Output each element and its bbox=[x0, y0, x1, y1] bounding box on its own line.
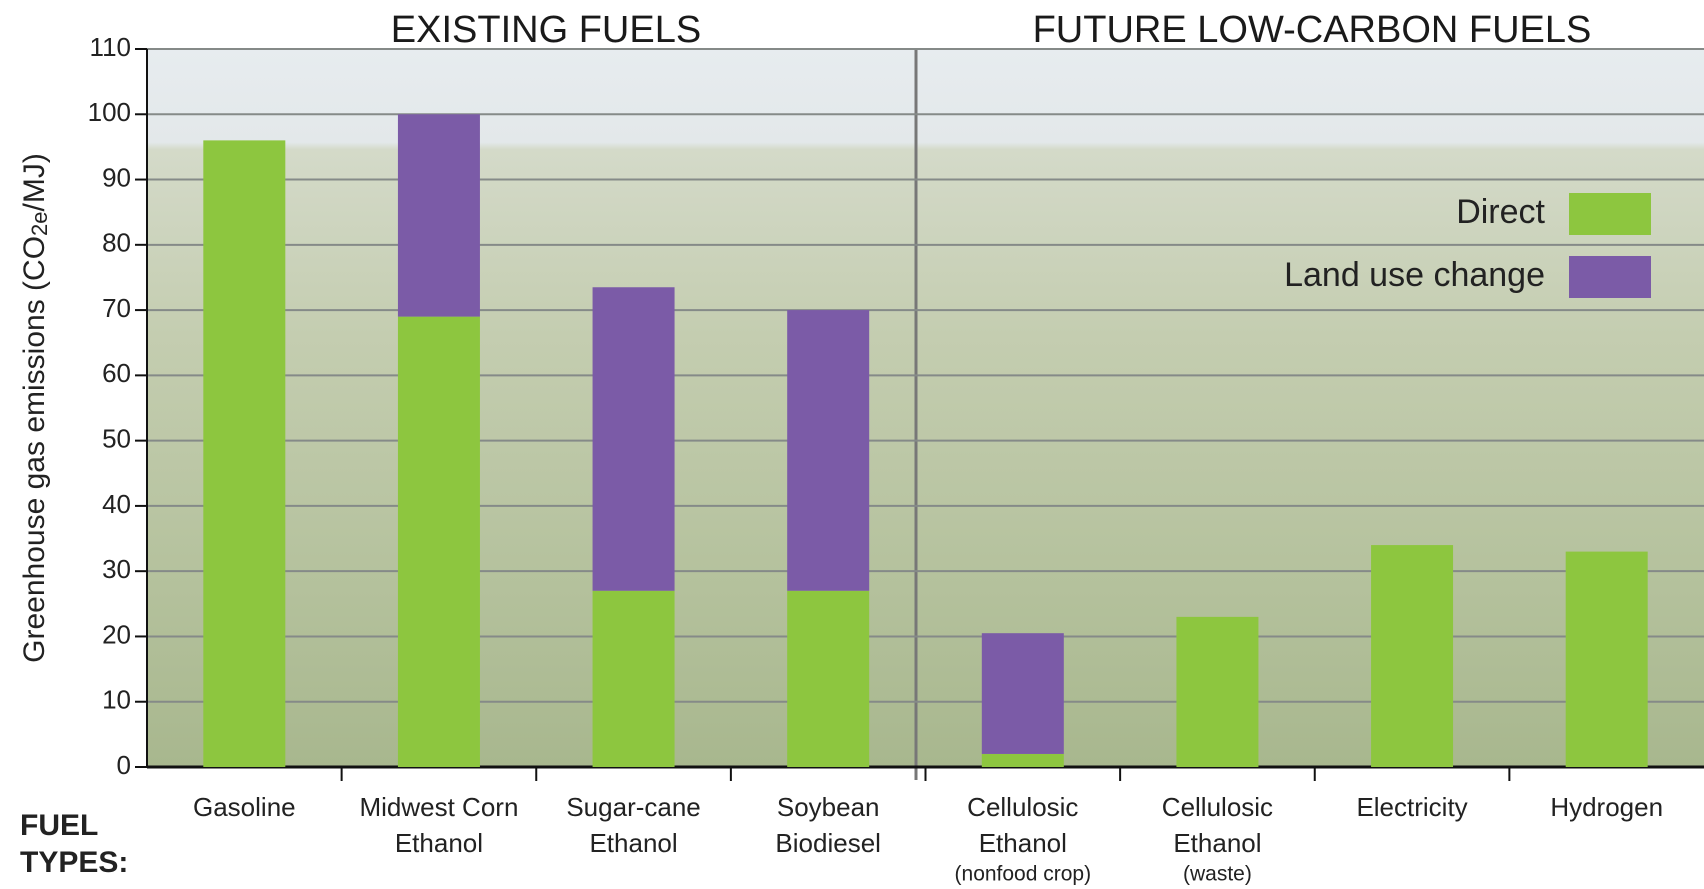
bar-segment bbox=[398, 114, 480, 316]
y-tick-label: 10 bbox=[102, 685, 131, 715]
y-label-part: Greenhouse gas emissions (CO bbox=[18, 236, 51, 663]
bar-segment bbox=[1566, 552, 1648, 767]
background-photo bbox=[147, 49, 1704, 767]
x-label: TYPES: bbox=[20, 846, 128, 879]
x-tick-label: Ethanol bbox=[395, 828, 483, 858]
y-tick-label: 110 bbox=[90, 32, 131, 62]
y-tick-label: 30 bbox=[102, 554, 131, 584]
y-tick-label: 60 bbox=[102, 358, 131, 388]
x-tick-note: (nonfood crop) bbox=[955, 863, 1092, 886]
bar-segment bbox=[203, 140, 285, 767]
x-tick-label: Biodiesel bbox=[775, 828, 881, 858]
y-tick-label: 90 bbox=[102, 162, 131, 192]
x-tick-label: Ethanol bbox=[1173, 828, 1261, 858]
legend-swatch bbox=[1569, 193, 1651, 235]
x-tick-label: Sugar-cane bbox=[566, 792, 700, 822]
y-label: Greenhouse gas emissions (CO2e/MJ) bbox=[18, 153, 52, 663]
x-tick-label: Gasoline bbox=[193, 792, 296, 822]
legend-label: Land use change bbox=[1284, 256, 1545, 294]
x-tick-label: Hydrogen bbox=[1550, 792, 1663, 822]
bar-segment bbox=[1371, 545, 1453, 767]
bar-segment bbox=[593, 287, 675, 591]
bar-segment bbox=[398, 317, 480, 767]
x-tick-label: Ethanol bbox=[589, 828, 677, 858]
x-tick-label: Ethanol bbox=[979, 828, 1067, 858]
legend-swatch bbox=[1569, 256, 1651, 298]
y-tick-label: 20 bbox=[102, 619, 131, 649]
legend-label: Direct bbox=[1456, 193, 1545, 231]
bar-segment bbox=[787, 591, 869, 767]
bar-segment bbox=[982, 754, 1064, 767]
y-tick-label: 80 bbox=[102, 228, 131, 258]
x-tick-label: Soybean bbox=[777, 792, 880, 822]
x-tick-label: Cellulosic bbox=[967, 792, 1078, 822]
x-label: FUEL bbox=[20, 809, 98, 842]
y-label-part: /MJ) bbox=[18, 153, 51, 211]
x-tick-note: (waste) bbox=[1183, 863, 1252, 886]
group-title: FUTURE LOW-CARBON FUELS bbox=[1033, 9, 1592, 51]
bar-segment bbox=[1176, 617, 1258, 767]
x-tick-label: Cellulosic bbox=[1162, 792, 1273, 822]
group-title: EXISTING FUELS bbox=[391, 9, 701, 51]
y-label-sub: 2e bbox=[27, 211, 52, 235]
y-tick-label: 70 bbox=[102, 293, 131, 323]
y-tick-label: 40 bbox=[102, 489, 131, 519]
bar-segment bbox=[982, 633, 1064, 754]
chart: EXISTING FUELS FUTURE LOW-CARBON FUELS F… bbox=[0, 0, 1704, 889]
bar-segment bbox=[787, 310, 869, 591]
y-tick-label: 0 bbox=[117, 750, 131, 780]
x-tick-label: Midwest Corn bbox=[359, 792, 518, 822]
y-tick-label: 100 bbox=[88, 97, 131, 127]
x-tick-label: Electricity bbox=[1356, 792, 1467, 822]
bar-segment bbox=[593, 591, 675, 767]
y-tick-label: 50 bbox=[102, 424, 131, 454]
